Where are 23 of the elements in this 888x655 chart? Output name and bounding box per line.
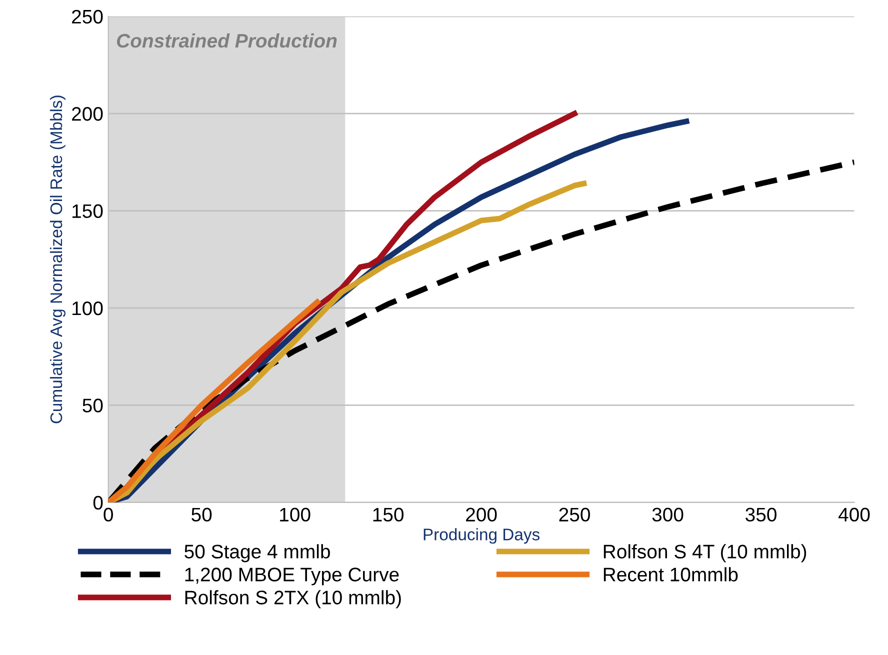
y-tick-label: 50	[82, 398, 103, 412]
x-tick-label: 50	[192, 508, 212, 522]
legend-label: Rolfson S 2TX (10 mmlb)	[185, 590, 401, 608]
x-tick-label: 300	[652, 508, 684, 522]
x-tick-label: 250	[559, 508, 590, 522]
legend-label: 1,200 MBOE Type Curve	[185, 568, 399, 586]
x-tick-label: 150	[373, 508, 404, 522]
legend-label: 50 Stage 4 mmlb	[184, 544, 330, 562]
legend-label: Rolfson S 4T (10 mmlb)	[604, 544, 806, 562]
y-tick-label: 0	[93, 496, 103, 510]
x-tick-label: 0	[104, 508, 113, 522]
band-label: Constrained Production	[116, 33, 337, 48]
x-tick-label: 400	[838, 508, 870, 522]
x-axis-title: Producing Days	[424, 528, 540, 544]
x-tick-label: 200	[466, 508, 497, 522]
y-tick-label: 200	[72, 107, 103, 121]
x-tick-label: 100	[280, 508, 310, 522]
y-axis-title: Cumulative Avg Normalized Oil Rate (Mbbls)	[50, 96, 66, 424]
x-tick-label: 350	[746, 508, 776, 522]
legend-label: Recent 10mmlb	[604, 567, 738, 582]
y-tick-label: 250	[72, 10, 103, 24]
y-tick-label: 150	[72, 204, 103, 218]
y-tick-label: 100	[72, 301, 103, 316]
